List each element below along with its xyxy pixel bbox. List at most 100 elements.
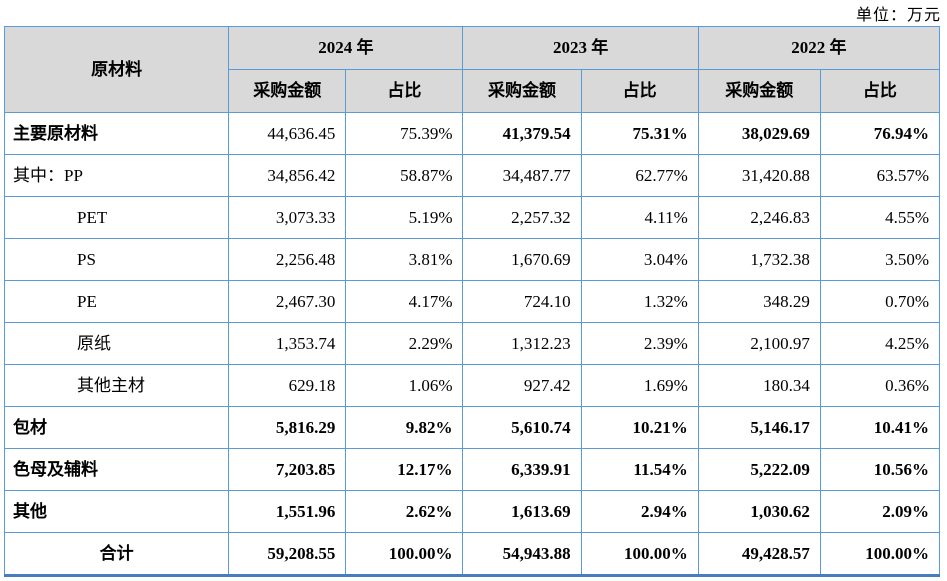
- cell-amount-2022: 1,732.38: [697, 238, 821, 281]
- cell-amount-2024: 7,203.85: [228, 448, 347, 491]
- cell-amount-2024: 2,467.30: [228, 280, 347, 323]
- row-label: 主要原材料: [3, 112, 230, 155]
- header-amount-2023: 采购金额: [462, 69, 582, 113]
- cell-amount-2022: 2,100.97: [697, 322, 821, 365]
- cell-amount-2023: 5,610.74: [462, 406, 582, 449]
- cell-amount-2024: 2,256.48: [228, 238, 347, 281]
- table-row-ps: PS 2,256.48 3.81% 1,670.69 3.04% 1,732.3…: [3, 238, 941, 281]
- cell-amount-2023: 54,943.88: [462, 532, 582, 577]
- cell-ratio-2023: 2.39%: [580, 322, 699, 365]
- cell-ratio-2022: 76.94%: [819, 112, 941, 155]
- cell-ratio-2022: 4.25%: [819, 322, 941, 365]
- cell-ratio-2023: 2.94%: [580, 490, 699, 533]
- cell-ratio-2024: 12.17%: [345, 448, 464, 491]
- header-material: 原材料: [3, 26, 230, 113]
- cell-amount-2024: 3,073.33: [228, 196, 347, 239]
- table-row-other-main-materials: 其他主材 629.18 1.06% 927.42 1.69% 180.34 0.…: [3, 364, 941, 407]
- header-year-2024: 2024 年: [228, 26, 464, 70]
- cell-amount-2022: 5,222.09: [697, 448, 821, 491]
- cell-ratio-2024: 100.00%: [345, 532, 464, 577]
- header-row-subcolumns: 采购金额 占比 采购金额 占比 采购金额 占比: [5, 69, 941, 113]
- cell-amount-2023: 1,670.69: [462, 238, 582, 281]
- table-row-others: 其他 1,551.96 2.62% 1,613.69 2.94% 1,030.6…: [3, 490, 941, 533]
- row-label: 原纸: [3, 322, 230, 365]
- cell-ratio-2023: 62.77%: [580, 154, 699, 197]
- header-ratio-2023: 占比: [580, 69, 699, 113]
- header-amount-2022: 采购金额: [697, 69, 821, 113]
- cell-ratio-2023: 100.00%: [580, 532, 699, 577]
- cell-amount-2023: 724.10: [462, 280, 582, 323]
- cell-amount-2023: 6,339.91: [462, 448, 582, 491]
- cell-amount-2022: 31,420.88: [697, 154, 821, 197]
- cell-amount-2022: 2,246.83: [697, 196, 821, 239]
- cell-amount-2024: 5,816.29: [228, 406, 347, 449]
- cell-ratio-2024: 9.82%: [345, 406, 464, 449]
- cell-amount-2022: 1,030.62: [697, 490, 821, 533]
- header-amount-2024: 采购金额: [228, 69, 347, 113]
- cell-ratio-2023: 10.21%: [580, 406, 699, 449]
- cell-amount-2024: 44,636.45: [228, 112, 347, 155]
- cell-amount-2023: 1,613.69: [462, 490, 582, 533]
- table-row-packaging: 包材 5,816.29 9.82% 5,610.74 10.21% 5,146.…: [3, 406, 941, 449]
- cell-ratio-2022: 4.55%: [819, 196, 941, 239]
- cell-amount-2024: 1,551.96: [228, 490, 347, 533]
- cell-ratio-2024: 2.62%: [345, 490, 464, 533]
- cell-ratio-2023: 3.04%: [580, 238, 699, 281]
- table-row-main-materials: 主要原材料 44,636.45 75.39% 41,379.54 75.31% …: [3, 112, 941, 155]
- cell-ratio-2022: 63.57%: [819, 154, 941, 197]
- cell-amount-2022: 49,428.57: [697, 532, 821, 577]
- table-row-pp: 其中：PP 34,856.42 58.87% 34,487.77 62.77% …: [3, 154, 941, 197]
- materials-procurement-table: 原材料 2024 年 2023 年 2022 年 采购金额 占比 采购金额 占比…: [3, 26, 941, 577]
- cell-ratio-2022: 0.36%: [819, 364, 941, 407]
- row-label: PET: [3, 196, 230, 239]
- cell-ratio-2024: 3.81%: [345, 238, 464, 281]
- cell-ratio-2024: 75.39%: [345, 112, 464, 155]
- table-row-paper: 原纸 1,353.74 2.29% 1,312.23 2.39% 2,100.9…: [3, 322, 941, 365]
- header-year-2023: 2023 年: [462, 26, 699, 70]
- table-header: 原材料 2024 年 2023 年 2022 年 采购金额 占比 采购金额 占比…: [3, 26, 941, 113]
- cell-ratio-2024: 5.19%: [345, 196, 464, 239]
- cell-ratio-2024: 58.87%: [345, 154, 464, 197]
- cell-amount-2023: 41,379.54: [462, 112, 582, 155]
- table-row-pe: PE 2,467.30 4.17% 724.10 1.32% 348.29 0.…: [3, 280, 941, 323]
- table-row-total: 合计 59,208.55 100.00% 54,943.88 100.00% 4…: [3, 532, 941, 577]
- row-label: 其他主材: [3, 364, 230, 407]
- table-body: 主要原材料 44,636.45 75.39% 41,379.54 75.31% …: [3, 112, 941, 577]
- cell-ratio-2024: 2.29%: [345, 322, 464, 365]
- cell-amount-2022: 5,146.17: [697, 406, 821, 449]
- row-label: 其中：PP: [3, 154, 230, 197]
- cell-ratio-2022: 10.41%: [819, 406, 941, 449]
- cell-ratio-2023: 1.69%: [580, 364, 699, 407]
- cell-amount-2022: 348.29: [697, 280, 821, 323]
- header-year-2022: 2022 年: [697, 26, 941, 70]
- row-label: PE: [3, 280, 230, 323]
- cell-ratio-2023: 11.54%: [580, 448, 699, 491]
- row-label: 包材: [3, 406, 230, 449]
- header-row-years: 原材料 2024 年 2023 年 2022 年: [3, 26, 941, 113]
- row-label: 合计: [3, 532, 230, 577]
- cell-amount-2023: 2,257.32: [462, 196, 582, 239]
- cell-ratio-2022: 10.56%: [819, 448, 941, 491]
- cell-ratio-2023: 1.32%: [580, 280, 699, 323]
- cell-ratio-2022: 0.70%: [819, 280, 941, 323]
- cell-ratio-2022: 2.09%: [819, 490, 941, 533]
- cell-amount-2024: 1,353.74: [228, 322, 347, 365]
- row-label: 色母及辅料: [3, 448, 230, 491]
- cell-amount-2023: 1,312.23: [462, 322, 582, 365]
- cell-amount-2024: 34,856.42: [228, 154, 347, 197]
- unit-label: 单位：万元: [855, 7, 941, 24]
- row-label: PS: [3, 238, 230, 281]
- header-ratio-2022: 占比: [819, 69, 941, 113]
- cell-amount-2022: 38,029.69: [697, 112, 821, 155]
- cell-amount-2022: 180.34: [697, 364, 821, 407]
- cell-ratio-2024: 1.06%: [345, 364, 464, 407]
- cell-ratio-2022: 100.00%: [819, 532, 941, 577]
- cell-ratio-2023: 4.11%: [580, 196, 699, 239]
- table-row-pet: PET 3,073.33 5.19% 2,257.32 4.11% 2,246.…: [3, 196, 941, 239]
- cell-amount-2023: 927.42: [462, 364, 582, 407]
- header-ratio-2024: 占比: [345, 69, 464, 113]
- table-row-masterbatch-auxiliary: 色母及辅料 7,203.85 12.17% 6,339.91 11.54% 5,…: [3, 448, 941, 491]
- cell-ratio-2024: 4.17%: [345, 280, 464, 323]
- cell-amount-2023: 34,487.77: [462, 154, 582, 197]
